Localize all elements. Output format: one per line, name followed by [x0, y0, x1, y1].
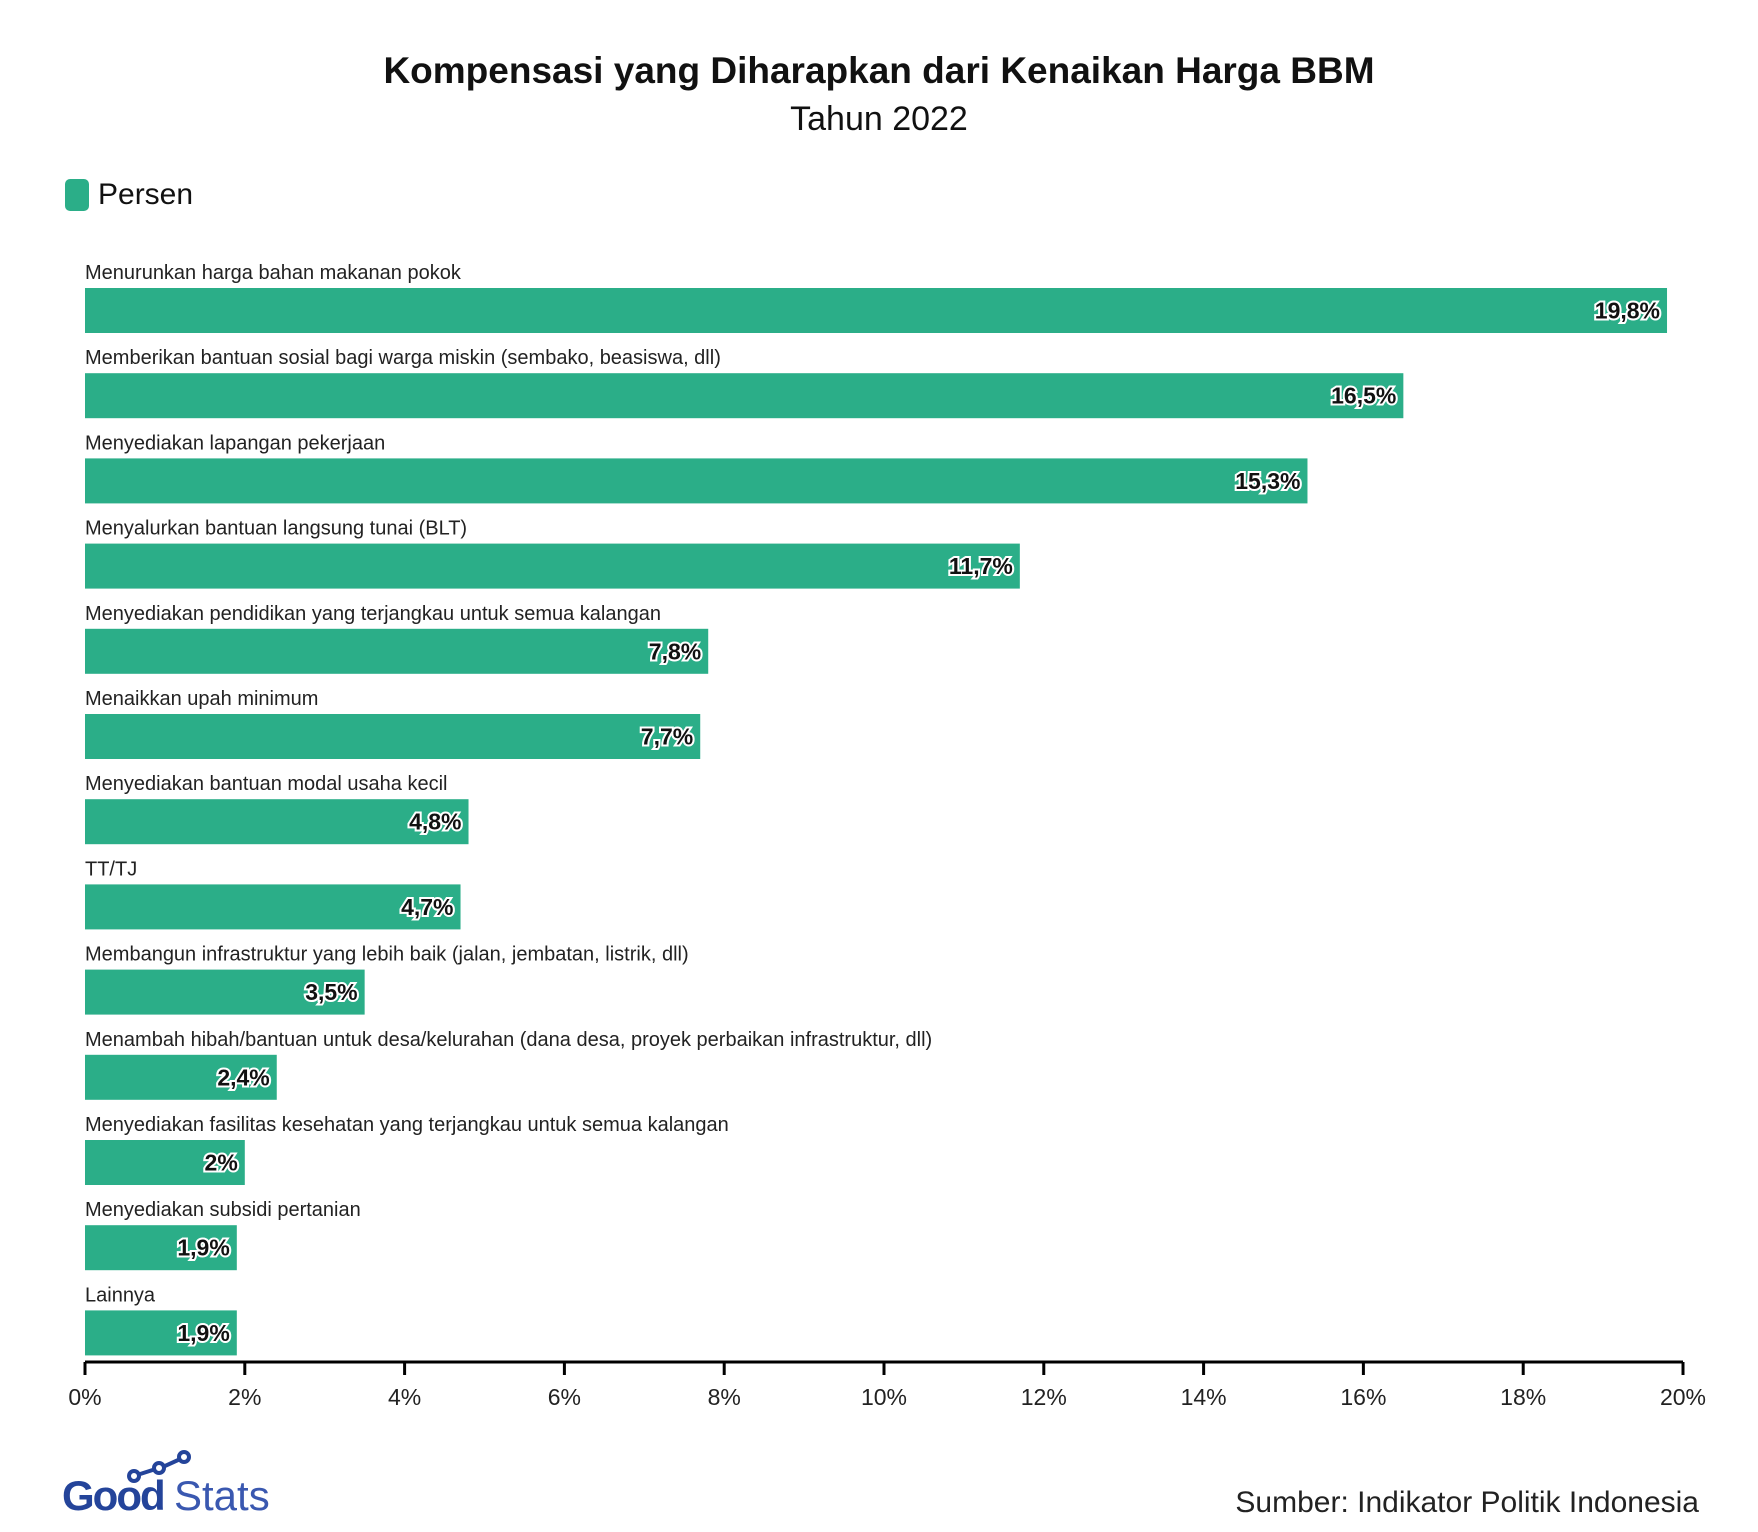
data-label: 15,3% — [1235, 468, 1300, 494]
x-tick-label: 8% — [708, 1384, 741, 1410]
data-label: 19,8% — [1595, 298, 1660, 324]
chart-subtitle: Tahun 2022 — [790, 100, 968, 138]
category-label: Memberikan bantuan sosial bagi warga mis… — [85, 347, 721, 369]
x-tick-label: 18% — [1500, 1384, 1546, 1410]
data-label: 16,5% — [1331, 383, 1396, 409]
data-label: 11,7% — [949, 553, 1013, 579]
bar — [85, 1140, 245, 1185]
data-label: 3,5% — [305, 979, 357, 1005]
x-tick-label: 0% — [68, 1384, 101, 1410]
legend-swatch — [65, 179, 89, 211]
bar — [85, 799, 469, 845]
category-label: Membangun infrastruktur yang lebih baik … — [85, 944, 689, 966]
data-label: 1,9% — [177, 1235, 229, 1261]
bar — [85, 543, 1020, 589]
bar — [85, 628, 709, 674]
category-label: Menyediakan subsidi pertanian — [85, 1199, 361, 1221]
bar — [85, 288, 1668, 333]
bar — [85, 1225, 237, 1271]
x-tick-label: 12% — [1021, 1384, 1067, 1410]
x-tick-label: 16% — [1340, 1384, 1386, 1410]
bar — [85, 1310, 237, 1356]
category-label: Menyalurkan bantuan langsung tunai (BLT) — [85, 518, 467, 540]
category-label: Menyediakan pendidikan yang terjangkau u… — [85, 603, 661, 625]
x-tick-label: 14% — [1181, 1384, 1227, 1410]
bar — [85, 884, 461, 930]
x-tick-label: 4% — [388, 1384, 421, 1410]
x-tick-label: 2% — [228, 1384, 261, 1410]
bar — [85, 373, 1404, 419]
legend: Persen — [65, 178, 193, 212]
category-label: Lainnya — [85, 1284, 156, 1306]
category-label: Menurunkan harga bahan makanan pokok — [85, 262, 462, 284]
category-label: TT/TJ — [85, 858, 137, 880]
svg-text:Good: Good — [62, 1472, 164, 1518]
category-label: Menyediakan fasilitas kesehatan yang ter… — [85, 1114, 729, 1136]
x-tick-label: 10% — [861, 1384, 907, 1410]
bar-chart: Menurunkan harga bahan makanan pokok 19,8… — [68, 262, 1706, 1410]
data-label: 4,8% — [409, 809, 461, 835]
category-label: Menyediakan lapangan pekerjaan — [85, 432, 385, 454]
x-tick-label: 20% — [1660, 1384, 1706, 1410]
bar — [85, 969, 365, 1015]
svg-text:Stats: Stats — [174, 1472, 270, 1518]
x-tick-label: 6% — [548, 1384, 581, 1410]
data-label: 4,7% — [401, 894, 453, 920]
bar — [85, 1054, 277, 1100]
data-label: 7,8% — [649, 638, 701, 664]
data-label: 7,7% — [641, 724, 693, 750]
bar — [85, 458, 1308, 504]
legend-label: Persen — [98, 178, 194, 211]
bar — [85, 714, 701, 759]
category-label: Menambah hibah/bantuan untuk desa/kelura… — [85, 1029, 932, 1051]
data-label: 2,4% — [217, 1064, 269, 1090]
data-label: 1,9% — [177, 1320, 229, 1346]
category-label: Menaikkan upah minimum — [85, 688, 318, 710]
goodstats-logo: Good Stats — [62, 1448, 302, 1523]
chart-title: Kompensasi yang Diharapkan dari Kenaikan… — [383, 50, 1375, 91]
category-label: Menyediakan bantuan modal usaha kecil — [85, 773, 447, 795]
source-note: Sumber: Indikator Politik Indonesia — [1235, 1486, 1699, 1519]
data-label: 2% — [205, 1150, 238, 1176]
